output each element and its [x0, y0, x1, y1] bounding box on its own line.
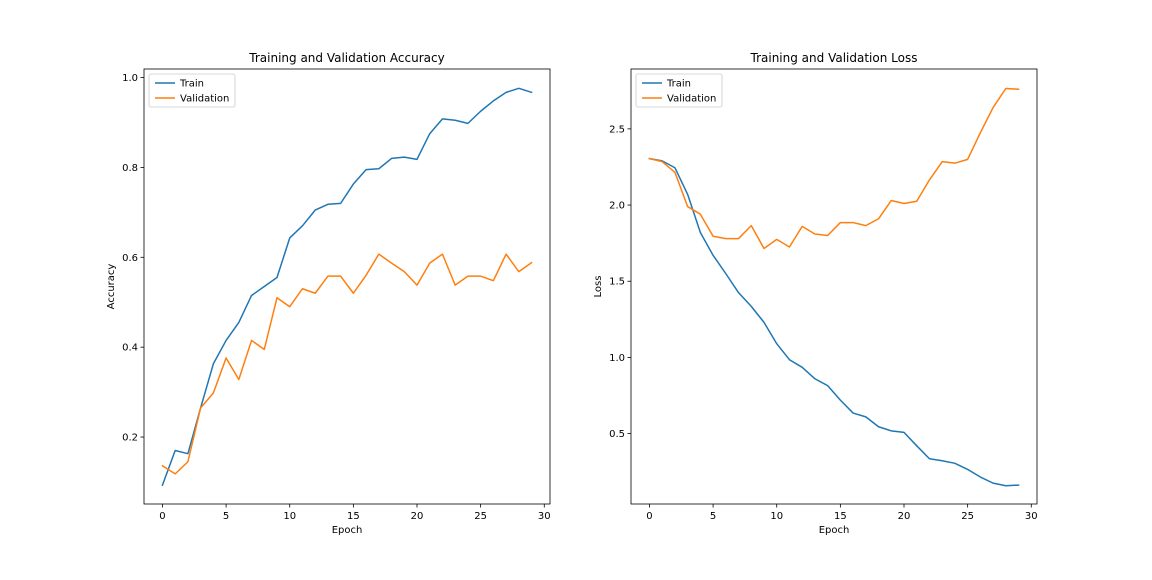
x-tick-label: 20 [411, 511, 424, 522]
y-axis-label: Accuracy [106, 264, 117, 310]
y-tick-label: 0.4 [122, 343, 138, 354]
x-tick-label: 5 [223, 511, 229, 522]
x-tick-label: 25 [961, 511, 974, 522]
y-tick-label: 0.2 [122, 433, 138, 444]
legend-label-train: Train [179, 79, 204, 90]
plot-frame [143, 68, 551, 505]
x-tick-label: 10 [770, 511, 783, 522]
legend: Train Validation [635, 73, 723, 108]
legend-label-validation: Validation [667, 94, 716, 105]
chart-2: 0 5 10 15 20 25 30 0.5 1.0 1.5 2.0 2.5 Training and … [593, 51, 1038, 536]
y-tick-label: 1.0 [609, 353, 625, 364]
series-line-validation [161, 253, 533, 475]
plot-frame [630, 68, 1038, 505]
y-tick-label: 0.8 [122, 163, 138, 174]
x-tick-label: 0 [646, 511, 652, 522]
chart-title: Training and Validation Accuracy [248, 51, 444, 65]
x-tick-label: 5 [710, 511, 716, 522]
series-line-validation [648, 87, 1020, 250]
series-line-train [161, 87, 533, 487]
legend-label-train: Train [666, 79, 691, 90]
y-tick-label: 0.5 [609, 429, 625, 440]
y-tick-label: 1.5 [609, 277, 625, 288]
legend: Train Validation [148, 73, 236, 108]
x-tick-label: 15 [834, 511, 847, 522]
y-axis-label: Loss [593, 276, 604, 298]
chart-title: Training and Validation Loss [750, 51, 918, 65]
x-tick-label: 20 [898, 511, 911, 522]
x-tick-label: 10 [283, 511, 296, 522]
y-tick-label: 1.0 [122, 73, 138, 84]
x-axis-label: Epoch [819, 525, 850, 536]
y-tick-label: 2.0 [609, 201, 625, 212]
x-axis-label: Epoch [332, 525, 363, 536]
chart-1: 0 5 10 15 20 25 30 0.2 0.4 0.6 0.8 1.0 Training and … [106, 51, 551, 536]
x-tick-label: 15 [347, 511, 360, 522]
y-tick-label: 0.6 [122, 253, 138, 264]
x-tick-label: 25 [474, 511, 487, 522]
x-tick-label: 0 [159, 511, 165, 522]
y-tick-label: 2.5 [609, 124, 625, 135]
x-tick-label: 30 [538, 511, 551, 522]
x-tick-label: 30 [1025, 511, 1038, 522]
legend-label-validation: Validation [180, 94, 229, 105]
series-line-train [648, 157, 1020, 487]
